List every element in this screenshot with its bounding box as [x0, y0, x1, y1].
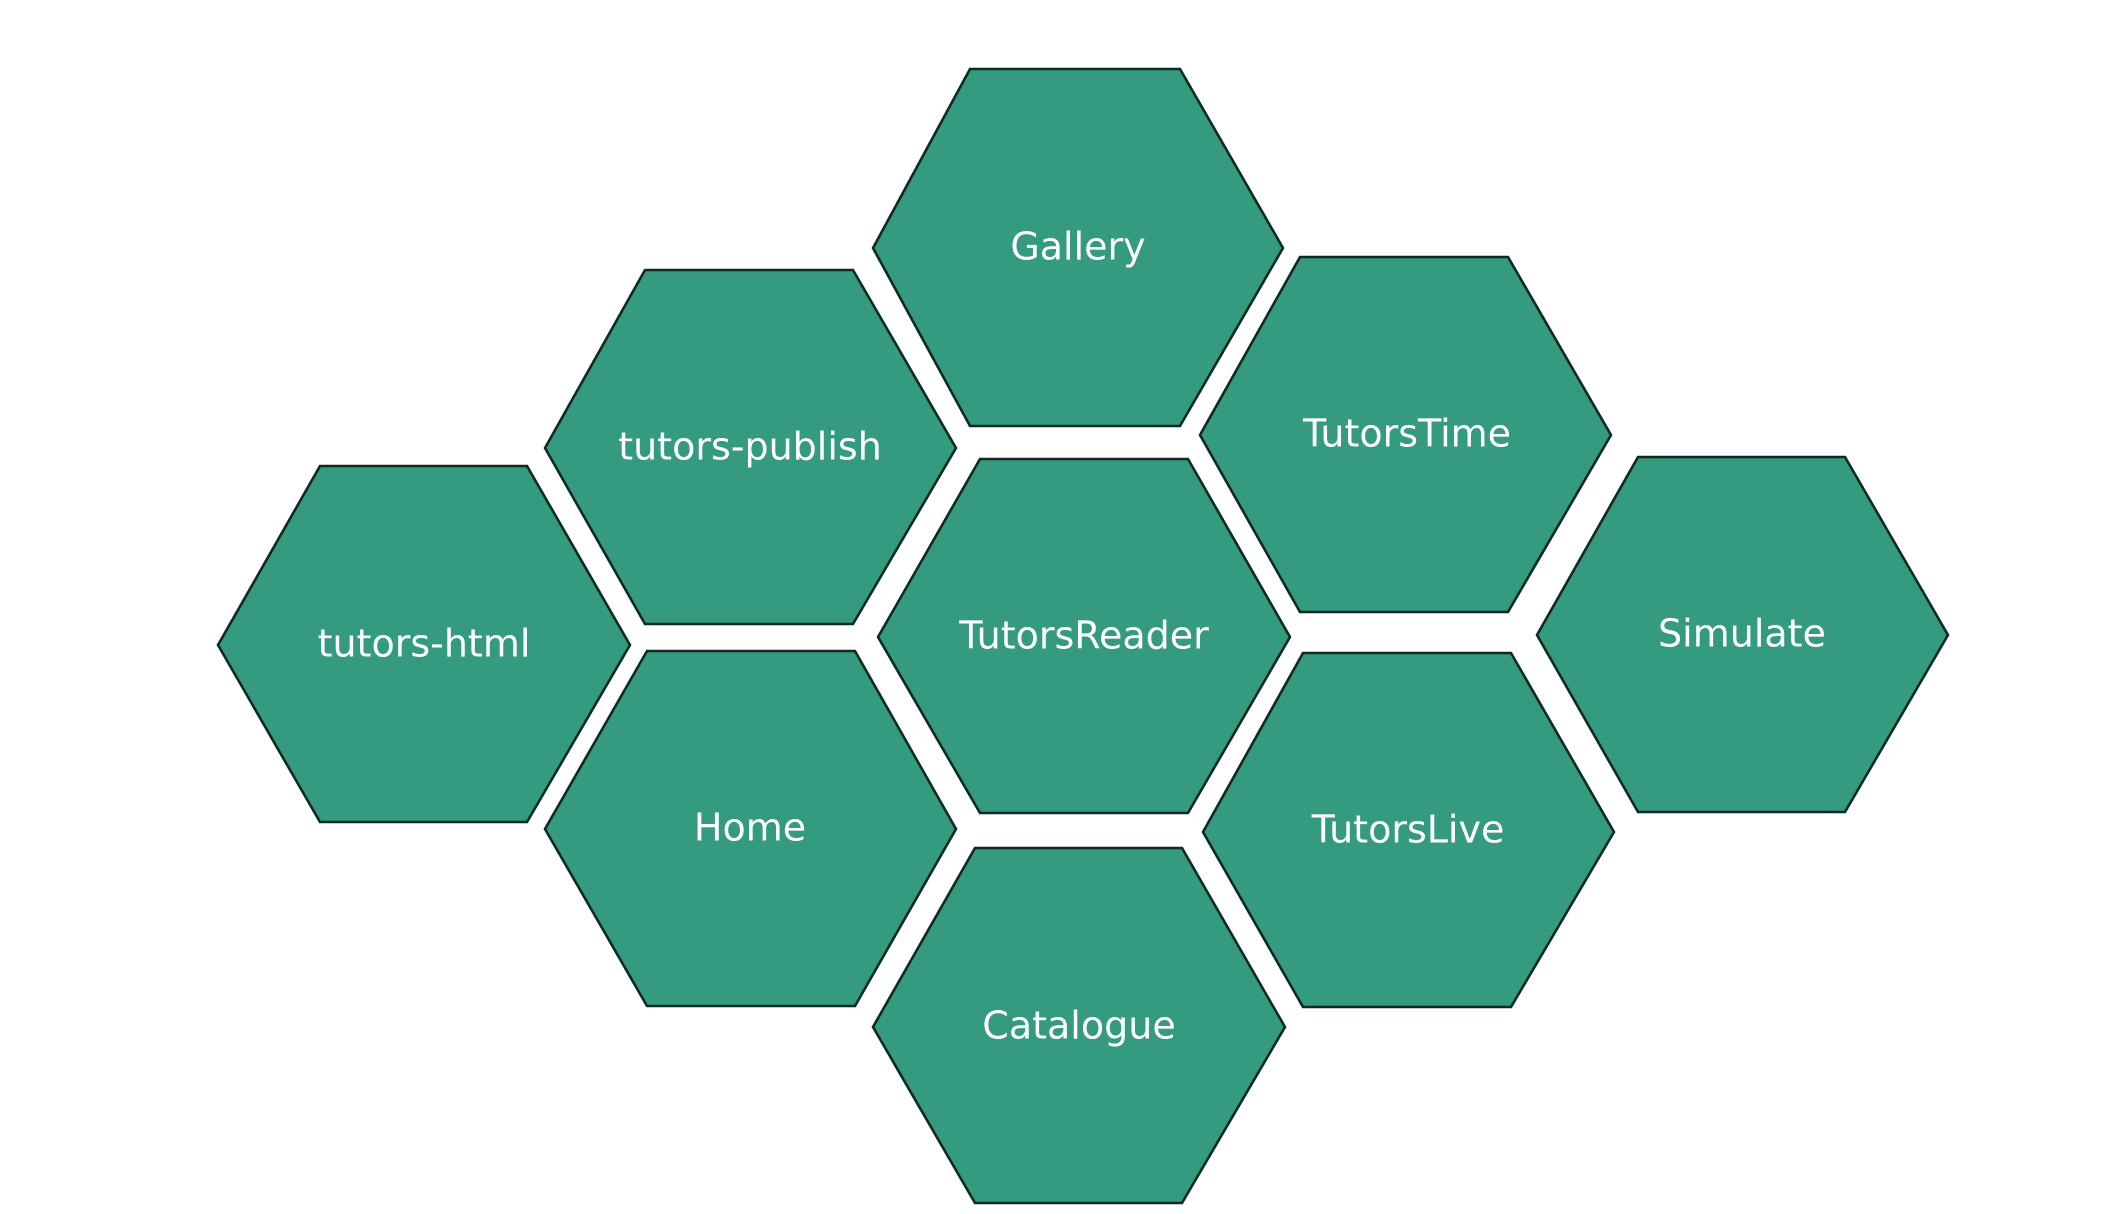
hexagon-simulate-shape [1535, 455, 1950, 814]
hex-node-tutorstime[interactable]: TutorsTime [1198, 255, 1613, 614]
hex-label-tutorsreader: TutorsReader [958, 614, 1209, 658]
hex-node-tutorslive[interactable]: TutorsLive [1201, 651, 1616, 1009]
hexagon-tutorstime-shape [1198, 255, 1613, 614]
hex-label-simulate: Simulate [1658, 612, 1826, 656]
hexagon-tutorslive-shape [1201, 651, 1616, 1009]
hex-label-gallery: Gallery [1010, 225, 1145, 269]
hexagon-catalogue-shape [871, 846, 1287, 1205]
hex-node-tutors-html[interactable]: tutors-html [216, 464, 632, 824]
hex-label-catalogue: Catalogue [982, 1004, 1175, 1048]
hexagon-home-shape [543, 649, 958, 1008]
hex-node-home[interactable]: Home [543, 649, 958, 1008]
hex-node-gallery[interactable]: Gallery [871, 67, 1285, 428]
hex-node-tutorsreader[interactable]: TutorsReader [876, 457, 1292, 815]
hex-label-home: Home [694, 806, 806, 850]
hexagon-tutorsreader-shape [876, 457, 1292, 815]
hexagon-tutors-html-shape [216, 464, 632, 824]
hex-node-catalogue[interactable]: Catalogue [871, 846, 1287, 1205]
hex-node-simulate[interactable]: Simulate [1535, 455, 1950, 814]
hex-label-tutors-publish: tutors-publish [618, 425, 882, 469]
hex-label-tutors-html: tutors-html [318, 622, 531, 666]
hexagon-gallery-shape [871, 67, 1285, 428]
hex-node-tutors-publish[interactable]: tutors-publish [543, 268, 958, 626]
hexagon-tutors-publish-shape [543, 268, 958, 626]
hex-label-tutorstime: TutorsTime [1302, 412, 1511, 456]
hex-label-tutorslive: TutorsLive [1311, 808, 1505, 852]
